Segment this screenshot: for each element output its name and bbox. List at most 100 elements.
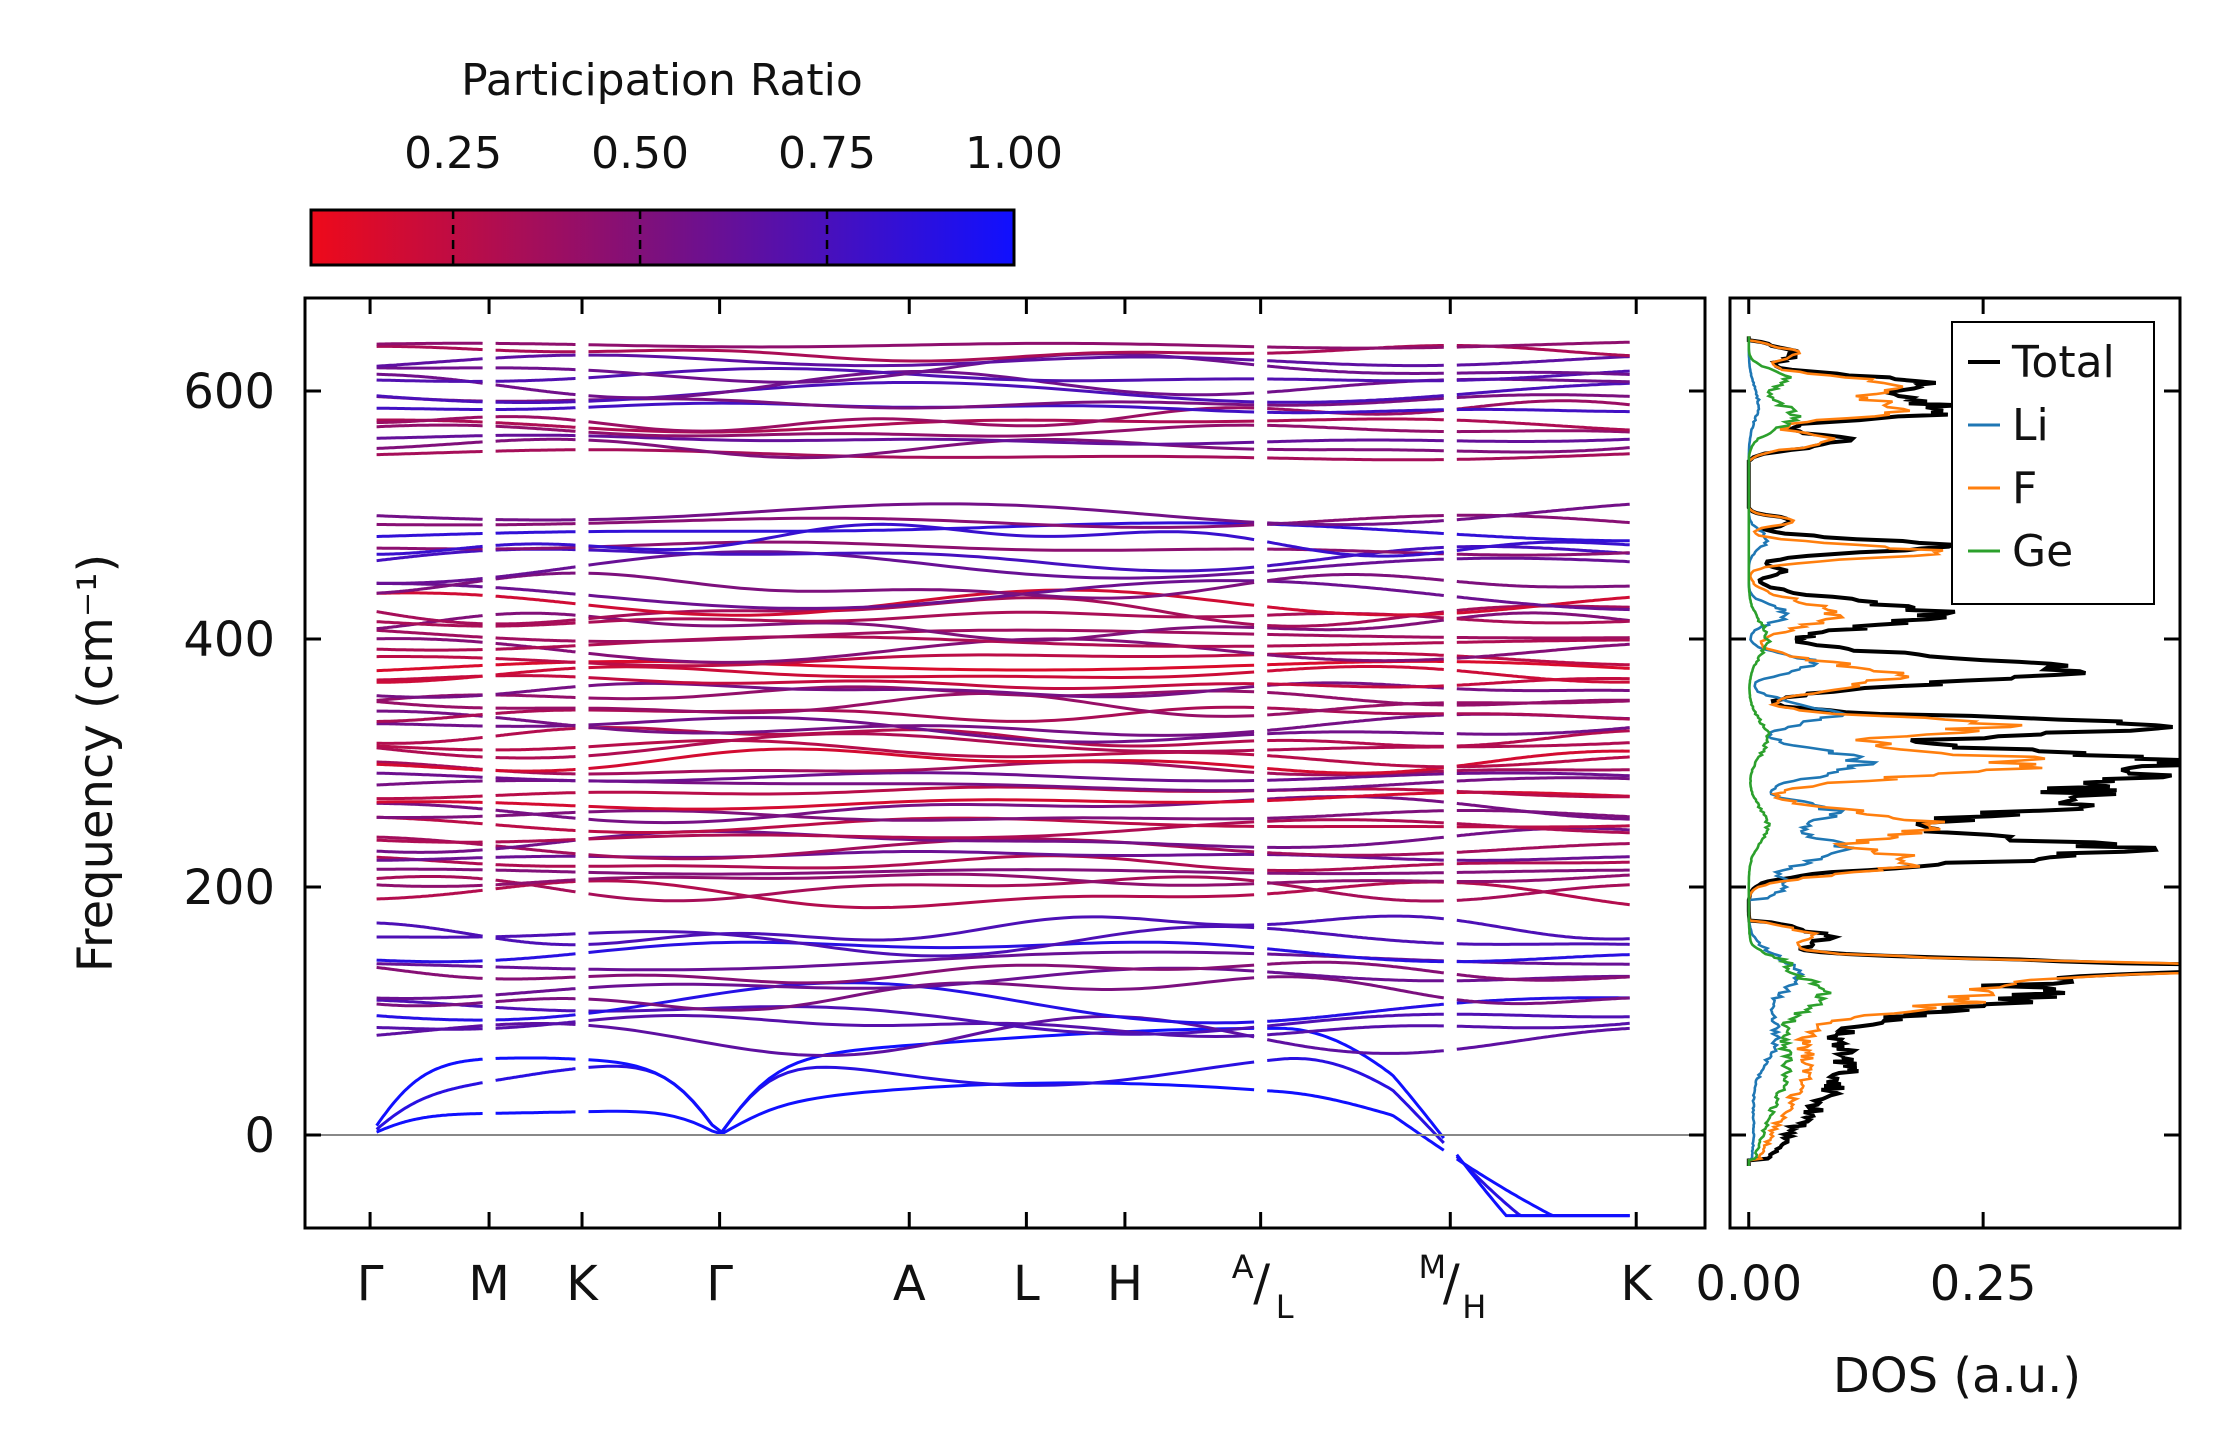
band-line — [588, 1081, 1255, 1136]
band-line — [1267, 396, 1444, 407]
band-line — [588, 820, 1255, 841]
band-line — [1267, 417, 1444, 423]
band-line — [588, 875, 1255, 903]
band-line — [1267, 730, 1444, 736]
band-line — [1456, 712, 1630, 721]
legend-items: Total Li F Ge — [1968, 337, 2115, 577]
band-line — [376, 867, 483, 872]
band-line — [1456, 726, 1630, 736]
band-line — [1267, 1089, 1445, 1152]
band-line — [1267, 345, 1444, 350]
band-line — [1267, 659, 1444, 667]
y-tick-label: 200 — [183, 860, 275, 916]
dos-line-ge — [1747, 336, 1832, 1166]
band-line — [1456, 873, 1630, 883]
band-line — [376, 1014, 483, 1022]
band-line — [495, 448, 576, 453]
band-line — [1267, 738, 1444, 748]
band-line — [376, 344, 483, 352]
band-line — [588, 976, 1255, 1012]
band-line — [588, 798, 1255, 825]
band-line — [376, 532, 483, 538]
band-line — [376, 848, 483, 854]
band-line — [1456, 824, 1630, 829]
band-line — [495, 768, 576, 773]
band-line — [588, 692, 1255, 718]
band-line — [495, 997, 576, 1004]
band-line — [1267, 1057, 1445, 1144]
band-line — [588, 760, 1255, 776]
band-line — [588, 348, 1255, 363]
band-line — [1267, 359, 1444, 368]
band-line — [376, 655, 483, 660]
band-line — [495, 644, 576, 651]
band-line — [495, 366, 576, 372]
band-line — [376, 440, 483, 450]
band-line — [1267, 665, 1444, 673]
band-line — [1456, 579, 1630, 589]
colorbar-tick-label: 0.75 — [778, 128, 876, 179]
band-line — [376, 577, 483, 585]
band-line — [495, 383, 576, 397]
band-line — [1456, 429, 1630, 434]
band-line — [588, 915, 1255, 946]
band-line — [1267, 447, 1444, 453]
band-line — [495, 965, 576, 971]
band-line — [376, 700, 483, 710]
x-tick-label: H — [1107, 1256, 1143, 1312]
band-line — [588, 963, 1255, 985]
band-line — [376, 962, 483, 969]
band-line — [1456, 883, 1630, 902]
band-line — [1456, 918, 1630, 941]
band-line — [588, 352, 1255, 384]
band-line — [588, 966, 1255, 990]
band-line — [1267, 605, 1444, 617]
band-line — [495, 1110, 576, 1115]
band-line — [495, 415, 576, 422]
band-line — [1267, 926, 1444, 945]
band-line — [588, 681, 1255, 699]
band-line — [1267, 851, 1444, 857]
x-tick-label-slash: / — [1443, 1254, 1460, 1312]
band-line — [1267, 862, 1444, 872]
band-line — [495, 823, 576, 832]
band-line — [1456, 776, 1630, 783]
band-line — [1267, 651, 1444, 657]
band-line — [588, 502, 1255, 524]
band-line — [1456, 551, 1630, 557]
band-line — [1456, 771, 1630, 778]
band-line — [1267, 653, 1444, 663]
band-line — [495, 594, 576, 606]
band-line — [588, 610, 1255, 624]
band-line — [495, 611, 576, 617]
band-line — [1456, 789, 1630, 799]
band-line — [588, 732, 1255, 758]
band-line — [495, 863, 576, 868]
band-line — [1456, 617, 1630, 625]
band-line — [495, 657, 576, 664]
legend-label-li: Li — [2012, 400, 2049, 451]
dos-x-tick-label: 0.25 — [1930, 1256, 2037, 1312]
band-line — [376, 663, 483, 673]
band-line — [495, 975, 576, 981]
legend-label-ge: Ge — [2012, 526, 2073, 577]
colorbar-ticks: 0.25 0.50 0.75 1.00 — [404, 128, 1063, 265]
band-line — [588, 353, 1255, 368]
band-line — [1267, 394, 1444, 404]
band-line — [495, 936, 576, 947]
band-line — [588, 868, 1255, 876]
band-line — [495, 808, 576, 820]
band-line — [588, 548, 1255, 573]
band-line — [588, 771, 1255, 783]
band-line — [495, 987, 576, 997]
band-line — [376, 762, 483, 772]
band-line — [1267, 1012, 1444, 1028]
band-line — [1456, 540, 1630, 552]
band-line — [588, 809, 1255, 822]
band-line — [1267, 818, 1444, 825]
band-line — [588, 406, 1255, 433]
band-line — [376, 406, 483, 411]
band-line — [588, 816, 1255, 834]
band-line — [495, 708, 576, 715]
